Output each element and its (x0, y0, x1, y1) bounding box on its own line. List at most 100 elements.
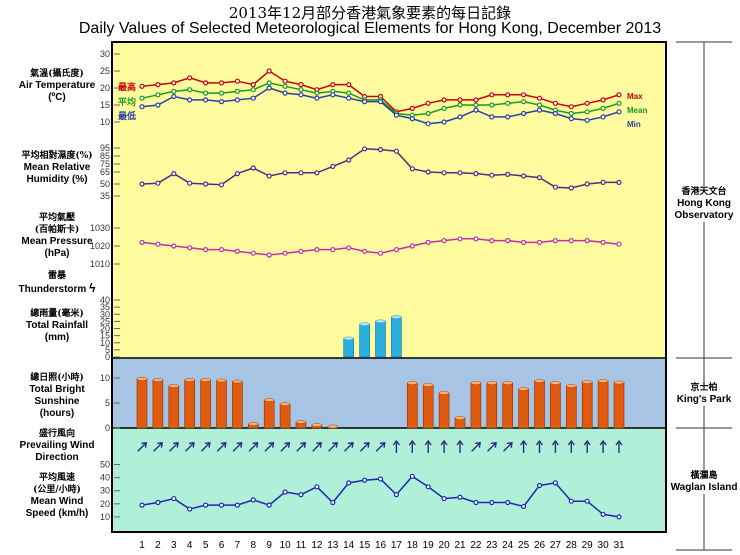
wind-speed-point (218, 502, 225, 508)
wind-direction-arrow (408, 439, 416, 453)
wind-arrow-shaft (328, 442, 338, 452)
temperature-mean-point (584, 109, 590, 115)
wind-arrow-head (347, 441, 354, 448)
pressure-point (314, 247, 320, 253)
sunshine-bar (406, 382, 418, 429)
station-kings-park-label: 京士柏 King's Park (668, 382, 740, 406)
wind-arrow-head (567, 439, 575, 446)
legend-min-en: Min (627, 120, 641, 129)
humidity-point (425, 169, 431, 175)
rainfall-bar (391, 316, 402, 358)
humidity-point (330, 163, 336, 169)
temperature-max-point (139, 83, 145, 89)
rainfall-bar-cap (375, 319, 386, 324)
wind-speed-tick-label: 20 (100, 499, 110, 509)
wind-arrow-head (300, 441, 307, 448)
temperature-mean-point (314, 90, 320, 96)
temperature-mean-point (187, 87, 193, 93)
pressure-point (203, 247, 209, 253)
wind-speed-point (155, 499, 161, 506)
wind-arrow-head (284, 441, 291, 448)
temperature-min-point (425, 121, 431, 127)
sunshine-bar (565, 385, 577, 429)
rainfall-tick-label: 35 (100, 302, 110, 312)
day-label: 11 (296, 540, 307, 551)
legend-mean-en: Mean (627, 106, 648, 115)
pressure-tick-label: 1010 (90, 259, 110, 269)
sunshine-bar-cap (470, 381, 482, 385)
day-label: 16 (375, 540, 387, 551)
temperature-max-point (218, 80, 225, 86)
pressure-point (568, 238, 574, 244)
temperature-mean-point (346, 90, 352, 96)
temperature-min-point (457, 114, 463, 120)
wind-arrow-head (141, 441, 148, 448)
temperature-max-point (282, 78, 288, 84)
wind-arrow-head (520, 439, 528, 446)
sunshine-bar-cap (279, 402, 291, 406)
temperature-mean-point (441, 105, 447, 112)
wind-speed-point (489, 499, 495, 506)
temperature-max-point (171, 80, 177, 86)
sunshine-bar (597, 380, 609, 429)
wind-arrow-shaft (375, 442, 386, 452)
day-label: 10 (280, 540, 292, 551)
wind-arrow-shaft (169, 442, 179, 452)
wind-arrow-shaft (312, 442, 322, 452)
humidity-point (362, 146, 368, 152)
temperature-min-point (187, 97, 193, 103)
day-label: 31 (613, 540, 625, 551)
temperature-mean-point (568, 110, 574, 117)
pressure-point (441, 238, 447, 244)
wind-direction-arrow (328, 441, 338, 452)
sunshine-tick-label: 10 (100, 373, 110, 383)
temperature-max-point (489, 92, 495, 98)
sunshine-bar-cap (566, 384, 577, 388)
rainfall-bar-cap (343, 336, 354, 341)
wind-arrow-head (535, 439, 544, 446)
wind-direction-arrow (392, 439, 400, 453)
wind-direction-arrow (232, 441, 243, 452)
temperature-min-point (330, 92, 336, 98)
rainfall-label: 總雨量(毫米) Total Rainfall (mm) (25, 309, 89, 343)
day-label: 8 (251, 540, 257, 551)
temperature-min-point (139, 104, 145, 110)
sunshine-bar (613, 382, 625, 429)
day-label: 4 (187, 540, 193, 551)
day-label: 22 (470, 540, 482, 551)
upper-panel-bg (112, 42, 666, 358)
temperature-max-point (441, 97, 447, 103)
temperature-min-point (171, 93, 177, 100)
day-label: 13 (327, 540, 339, 551)
humidity-point (409, 166, 415, 172)
wind-direction-arrow (440, 439, 448, 453)
humidity-tick-label: 75 (100, 159, 110, 169)
temperature-mean-point (520, 98, 527, 105)
wind-arrow-head (615, 439, 623, 446)
wind-direction-label: 盛行風向 Prevailing Wind Direction (19, 429, 95, 463)
rainfall-bar-cap (359, 322, 370, 327)
sunshine-bar-cap (327, 424, 338, 429)
humidity-point (314, 170, 320, 176)
wind-speed-tick-label: 30 (100, 486, 110, 496)
temperature-mean-point (139, 95, 145, 101)
humidity-point (250, 165, 256, 171)
sunshine-bar-cap (184, 378, 195, 382)
rainfall-tick-label: 15 (100, 331, 110, 341)
temperature-min-point (473, 107, 479, 113)
thunderstorm-label: 雷暴 Thunderstorm ϟ (18, 271, 96, 295)
wind-arrow-shaft (137, 442, 147, 452)
wind-arrow-head (172, 441, 179, 448)
wind-speed-point (616, 514, 622, 520)
legend-min-cn: 最低 (118, 110, 136, 122)
wind-arrow-head (236, 441, 243, 448)
temperature-mean-point (473, 102, 479, 108)
wind-arrow-head (220, 441, 227, 448)
wind-arrow-head (252, 441, 259, 448)
legend-max-en: Max (627, 92, 643, 101)
wind-speed-point (187, 506, 193, 512)
sunshine-bar-cap (454, 416, 466, 420)
humidity-point (584, 181, 590, 187)
pressure-point (393, 247, 399, 253)
pressure-point (584, 238, 590, 244)
